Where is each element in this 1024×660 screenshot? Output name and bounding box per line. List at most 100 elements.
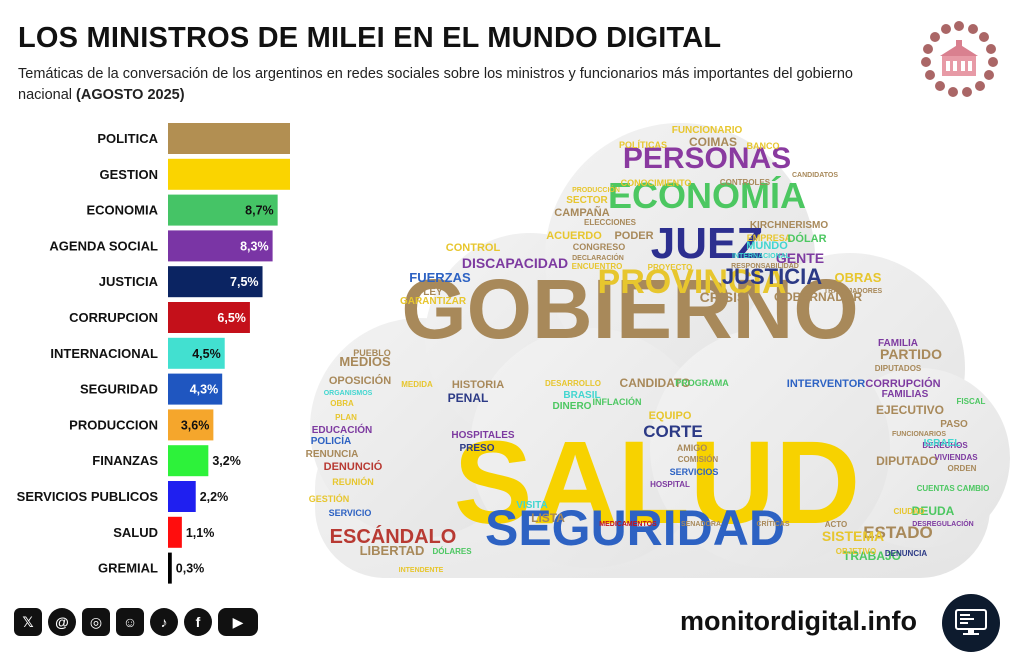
cloud-word: JUEZ <box>651 219 763 268</box>
tiktok-icon[interactable]: ♪ <box>150 608 178 636</box>
bar <box>168 230 273 262</box>
cloud-word: PROYECTO <box>648 263 693 272</box>
reddit-icon[interactable]: ☺ <box>116 608 144 636</box>
cloud-word: PLAN <box>335 413 357 422</box>
subtitle-text: Temáticas de la conversación de los arge… <box>18 66 853 103</box>
cloud-word: ORGANISMOS <box>324 390 373 397</box>
cloud-word: PODER <box>614 230 653 242</box>
cloud-word: COIMAS <box>689 135 737 149</box>
social-icons: 𝕏 @ ◎ ☺ ♪ f ▶ <box>14 608 258 636</box>
bar <box>168 158 290 190</box>
cloud-word: PUEBLO <box>353 348 391 358</box>
category-label: SALUD <box>113 525 158 540</box>
cloud-word: OBJETIVO <box>836 547 876 556</box>
cloud-word: ELECCIONES <box>584 218 637 227</box>
cloud-word: DECLARACIÓN <box>572 253 624 262</box>
ministers-logo-icon <box>920 20 998 98</box>
cloud-word: PROVINCIA <box>598 263 787 301</box>
cloud-word: REUNIÓN <box>332 476 374 487</box>
cloud-word: GOBERNADOR <box>774 290 862 304</box>
cloud-word: CANDIDATO <box>620 376 691 390</box>
cloud-word: EMPRESA <box>747 233 792 243</box>
bar <box>168 302 250 333</box>
bar <box>168 445 209 477</box>
cloud-word: ISRAEL <box>924 438 961 449</box>
bar <box>168 409 214 441</box>
monitor-icon <box>942 594 1000 652</box>
category-label: AGENDA SOCIAL <box>49 238 158 253</box>
cloud-word: DERECHOS <box>922 441 968 450</box>
cloud-word: VIVIENDAS <box>934 453 978 462</box>
cloud-word: LEY <box>423 287 443 298</box>
cloud-word: CAMPAÑA <box>554 206 609 219</box>
bar <box>168 266 263 298</box>
youtube-icon[interactable]: ▶ <box>218 608 258 636</box>
cloud-word: ENCUENTRO <box>572 262 623 271</box>
chart-subtitle: Temáticas de la conversación de los arge… <box>18 64 898 106</box>
cloud-word: EJECUTIVO <box>876 403 944 417</box>
cloud-word: CORTE <box>643 422 703 441</box>
cloud-word: DENUNCIA <box>885 549 927 558</box>
cloud-word: MEDIDA <box>401 380 433 389</box>
cloud-word: CRISIS <box>700 289 747 305</box>
cloud-word: SALUD <box>454 417 860 549</box>
cloud-word: FUNCIONARIOS <box>892 431 946 438</box>
cloud-word: CONTROL <box>446 242 501 254</box>
cloud-word: GOBIERNO <box>401 262 858 356</box>
threads-icon[interactable]: @ <box>48 608 76 636</box>
value-label: 2,2% <box>200 490 229 504</box>
cloud-word: PERSONAS <box>623 142 791 175</box>
cloud-word: ACTO <box>825 520 848 529</box>
cloud-word: OBRAS <box>835 270 882 285</box>
bar <box>168 373 223 405</box>
cloud-word: LISTA <box>531 511 565 525</box>
cloud-word: MUNDO <box>746 240 788 252</box>
value-label: 4,5% <box>192 347 221 361</box>
cloud-word: MEDICAMENTOS <box>599 521 657 528</box>
cloud-word: CRÍTICAS <box>756 519 789 528</box>
cloud-word: TRABAJO <box>843 549 901 563</box>
category-label: INTERNACIONAL <box>50 346 158 361</box>
cloud-word: DESREGULACIÓN <box>912 519 973 528</box>
x-icon[interactable]: 𝕏 <box>14 608 42 636</box>
cloud-word: HISTORIA <box>452 379 504 391</box>
cloud-word: FUNCIONARIO <box>672 125 743 136</box>
category-label: GESTION <box>99 167 158 182</box>
bar <box>168 123 290 154</box>
cloud-word: FISCAL <box>957 397 986 406</box>
cloud-word: CUENTAS CAMBIO <box>917 484 990 493</box>
cloud-word: INTENDENTE <box>399 567 444 574</box>
cloud-word: DISCAPACIDAD <box>462 255 568 271</box>
cloud-word: TRABAJADORES <box>824 288 883 295</box>
cloud-word: FAMILIAS <box>882 389 929 400</box>
cloud-word: MEDIOS <box>339 354 391 369</box>
bar <box>168 516 182 548</box>
chart-title: LOS MINISTROS DE MILEI EN EL MUNDO DIGIT… <box>18 22 722 54</box>
cloud-word: LIBERTAD <box>360 543 425 558</box>
cloud-word: ESCÁNDALO <box>330 525 457 548</box>
cloud-word: CONTROLES <box>720 178 771 187</box>
cloud-word: INTERNACIONAL <box>732 253 791 260</box>
cloud-word: SERVICIOS <box>670 467 719 477</box>
cloud-word: PROGRAMA <box>675 378 729 388</box>
value-label: 8,3% <box>240 239 269 253</box>
cloud-word: DEUDA <box>912 504 955 518</box>
bar-chart: POLITICA26,5%GESTION23,0%ECONOMIA8,7%AGE… <box>17 123 290 584</box>
cloud-word: DÓLARES <box>432 547 472 556</box>
cloud-word: HOSPITAL <box>650 480 690 489</box>
site-url[interactable]: monitordigital.info <box>680 606 917 636</box>
value-label: 1,1% <box>186 526 215 540</box>
cloud-word: PRESO <box>459 443 494 454</box>
facebook-icon[interactable]: f <box>184 608 212 636</box>
bar <box>168 481 196 512</box>
cloud-word: DESARROLLO <box>545 379 601 388</box>
cloud-word: ORDEN <box>948 464 977 473</box>
bar <box>168 552 172 584</box>
cloud-word: INTERVENTOR <box>787 378 865 390</box>
cloud-word: ESTADO <box>863 523 933 542</box>
instagram-icon[interactable]: ◎ <box>82 608 110 636</box>
cloud-word: RENUNCIA <box>306 449 359 460</box>
cloud-word: CONOCIMIENTO <box>621 178 692 188</box>
cloud-word: INFLACIÓN <box>593 396 642 407</box>
